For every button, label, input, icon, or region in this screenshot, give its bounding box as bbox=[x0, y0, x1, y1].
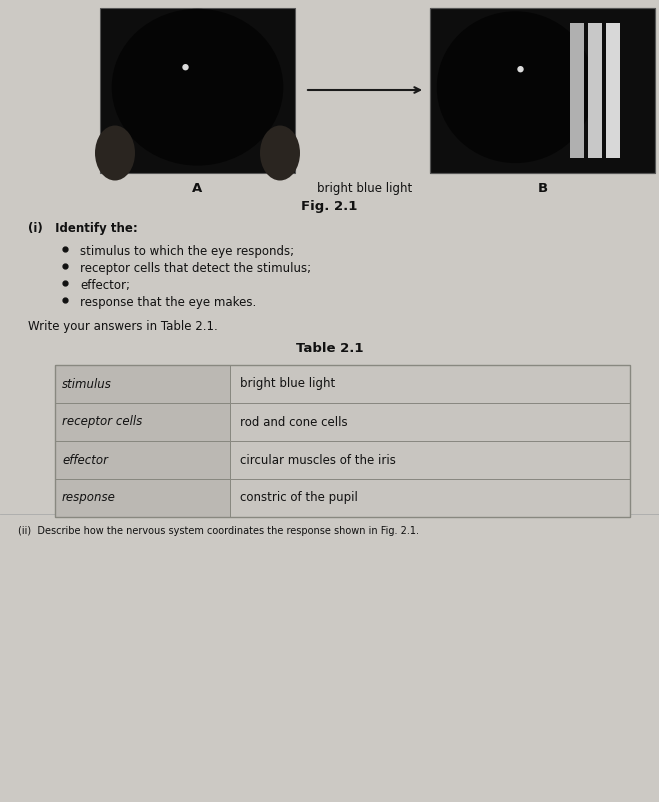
Bar bbox=[230, 479, 630, 517]
Bar bbox=[588, 23, 602, 158]
Bar bbox=[230, 441, 630, 479]
Text: Fig. 2.1: Fig. 2.1 bbox=[301, 200, 358, 213]
Text: stimulus: stimulus bbox=[62, 378, 112, 391]
Bar bbox=[230, 365, 630, 403]
Text: response: response bbox=[62, 492, 116, 504]
Text: stimulus to which the eye responds;: stimulus to which the eye responds; bbox=[80, 245, 294, 258]
Text: receptor cells: receptor cells bbox=[62, 415, 142, 428]
Circle shape bbox=[183, 65, 188, 70]
Text: circular muscles of the iris: circular muscles of the iris bbox=[240, 453, 396, 467]
Ellipse shape bbox=[111, 9, 283, 165]
Bar bbox=[100, 8, 295, 173]
Text: receptor cells that detect the stimulus;: receptor cells that detect the stimulus; bbox=[80, 262, 311, 275]
Bar bbox=[55, 403, 230, 441]
Text: (ii)  Describe how the nervous system coordinates the response shown in Fig. 2.1: (ii) Describe how the nervous system coo… bbox=[18, 526, 419, 536]
Text: bright blue light: bright blue light bbox=[318, 182, 413, 195]
Text: effector;: effector; bbox=[80, 279, 130, 292]
Text: A: A bbox=[192, 182, 202, 195]
Text: effector: effector bbox=[62, 453, 108, 467]
Text: Table 2.1: Table 2.1 bbox=[296, 342, 363, 355]
Bar bbox=[55, 479, 230, 517]
Bar bbox=[55, 365, 630, 517]
Ellipse shape bbox=[260, 125, 300, 180]
Circle shape bbox=[518, 67, 523, 71]
Text: Write your answers in Table 2.1.: Write your answers in Table 2.1. bbox=[28, 320, 217, 333]
Text: bright blue light: bright blue light bbox=[240, 378, 335, 391]
Bar bbox=[430, 8, 655, 173]
Bar bbox=[606, 23, 619, 158]
Text: B: B bbox=[538, 182, 548, 195]
Ellipse shape bbox=[95, 125, 135, 180]
Text: response that the eye makes.: response that the eye makes. bbox=[80, 296, 256, 309]
Bar bbox=[55, 441, 230, 479]
Bar bbox=[430, 8, 655, 173]
Text: constric of the pupil: constric of the pupil bbox=[240, 492, 358, 504]
Bar bbox=[230, 403, 630, 441]
Text: (i)   Identify the:: (i) Identify the: bbox=[28, 222, 138, 235]
Bar bbox=[569, 23, 583, 158]
Ellipse shape bbox=[437, 11, 594, 163]
Text: rod and cone cells: rod and cone cells bbox=[240, 415, 348, 428]
Bar bbox=[55, 365, 230, 403]
